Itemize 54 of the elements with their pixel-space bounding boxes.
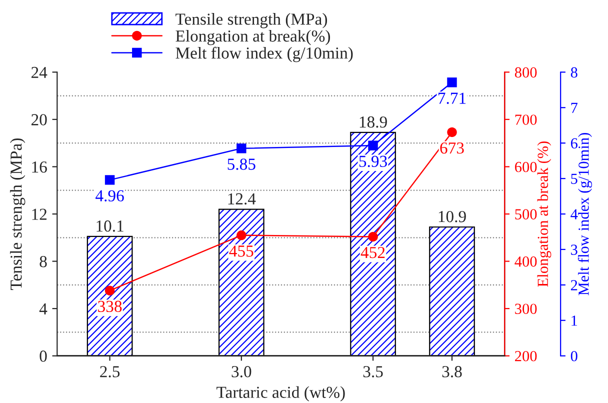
point	[368, 232, 378, 242]
x-tick-label: 3.0	[232, 366, 252, 378]
data-label: 18.9	[360, 116, 387, 128]
y3-tick-label: 6	[570, 138, 578, 149]
x-tick-label: 3.5	[363, 366, 383, 378]
y3-tick-label: 0	[570, 350, 578, 362]
data-label: 12.4	[228, 193, 256, 205]
point	[447, 127, 457, 138]
data-label: 5.85	[228, 158, 256, 170]
data-label: 5.93	[359, 156, 387, 168]
data-label: 10.1	[96, 220, 124, 232]
point	[447, 78, 457, 88]
y3-tick-label: 5	[571, 174, 578, 184]
data-label: 7.71	[438, 92, 466, 104]
y3-tick-label: 7	[571, 102, 578, 113]
y2-tick-label: 700	[515, 114, 537, 125]
data-label: 338	[98, 300, 122, 312]
legend-label: Tensile strength (MPa)	[176, 13, 328, 28]
data-label: 10.9	[438, 210, 466, 222]
x-tick-label: 2.5	[100, 366, 120, 378]
y3-tick-label: 8	[570, 67, 578, 78]
point	[368, 140, 378, 150]
point	[236, 144, 246, 154]
data-label: 673	[440, 142, 464, 154]
y2-tick-label: 800	[514, 67, 537, 78]
y3-tick-label: 1	[572, 316, 578, 326]
y-tick-label: 16	[32, 161, 47, 173]
y-tick-label: 24	[31, 66, 48, 78]
data-label: 4.96	[96, 190, 124, 202]
x-tick-label: 3.8	[442, 366, 462, 378]
y-tick-label: 20	[31, 114, 47, 126]
y3-tick-label: 2	[570, 280, 578, 290]
y-tick-label: 4	[39, 303, 48, 314]
y3-tick-label: 3	[571, 244, 578, 255]
x-axis-title: Tartaric acid (wt%)	[216, 386, 345, 402]
y2-tick-label: 600	[515, 162, 537, 172]
y2-tick-label: 300	[515, 304, 537, 314]
point	[236, 230, 246, 240]
legend-label: Melt flow index (g/10min)	[176, 46, 353, 62]
y-tick-label: 12	[32, 208, 47, 220]
legend-label: Elongation at break(%)	[176, 30, 330, 46]
y3-tick-label: 4	[570, 209, 578, 220]
point	[104, 286, 115, 296]
y2-tick-label: 400	[514, 256, 537, 267]
data-label: 455	[229, 246, 254, 257]
y-axis-title: Tensile strength (MPa)	[10, 138, 26, 290]
y3-axis-title: Melt flow index (g/10min)	[578, 132, 592, 296]
y2-tick-label: 200	[515, 350, 537, 362]
y-tick-label: 0	[40, 350, 47, 362]
y2-tick-label: 500	[515, 209, 537, 220]
data-label: 452	[360, 246, 385, 258]
y-tick-label: 8	[40, 256, 47, 268]
y2-axis-title: Elongation at break (%)	[537, 141, 552, 287]
point	[104, 175, 115, 185]
